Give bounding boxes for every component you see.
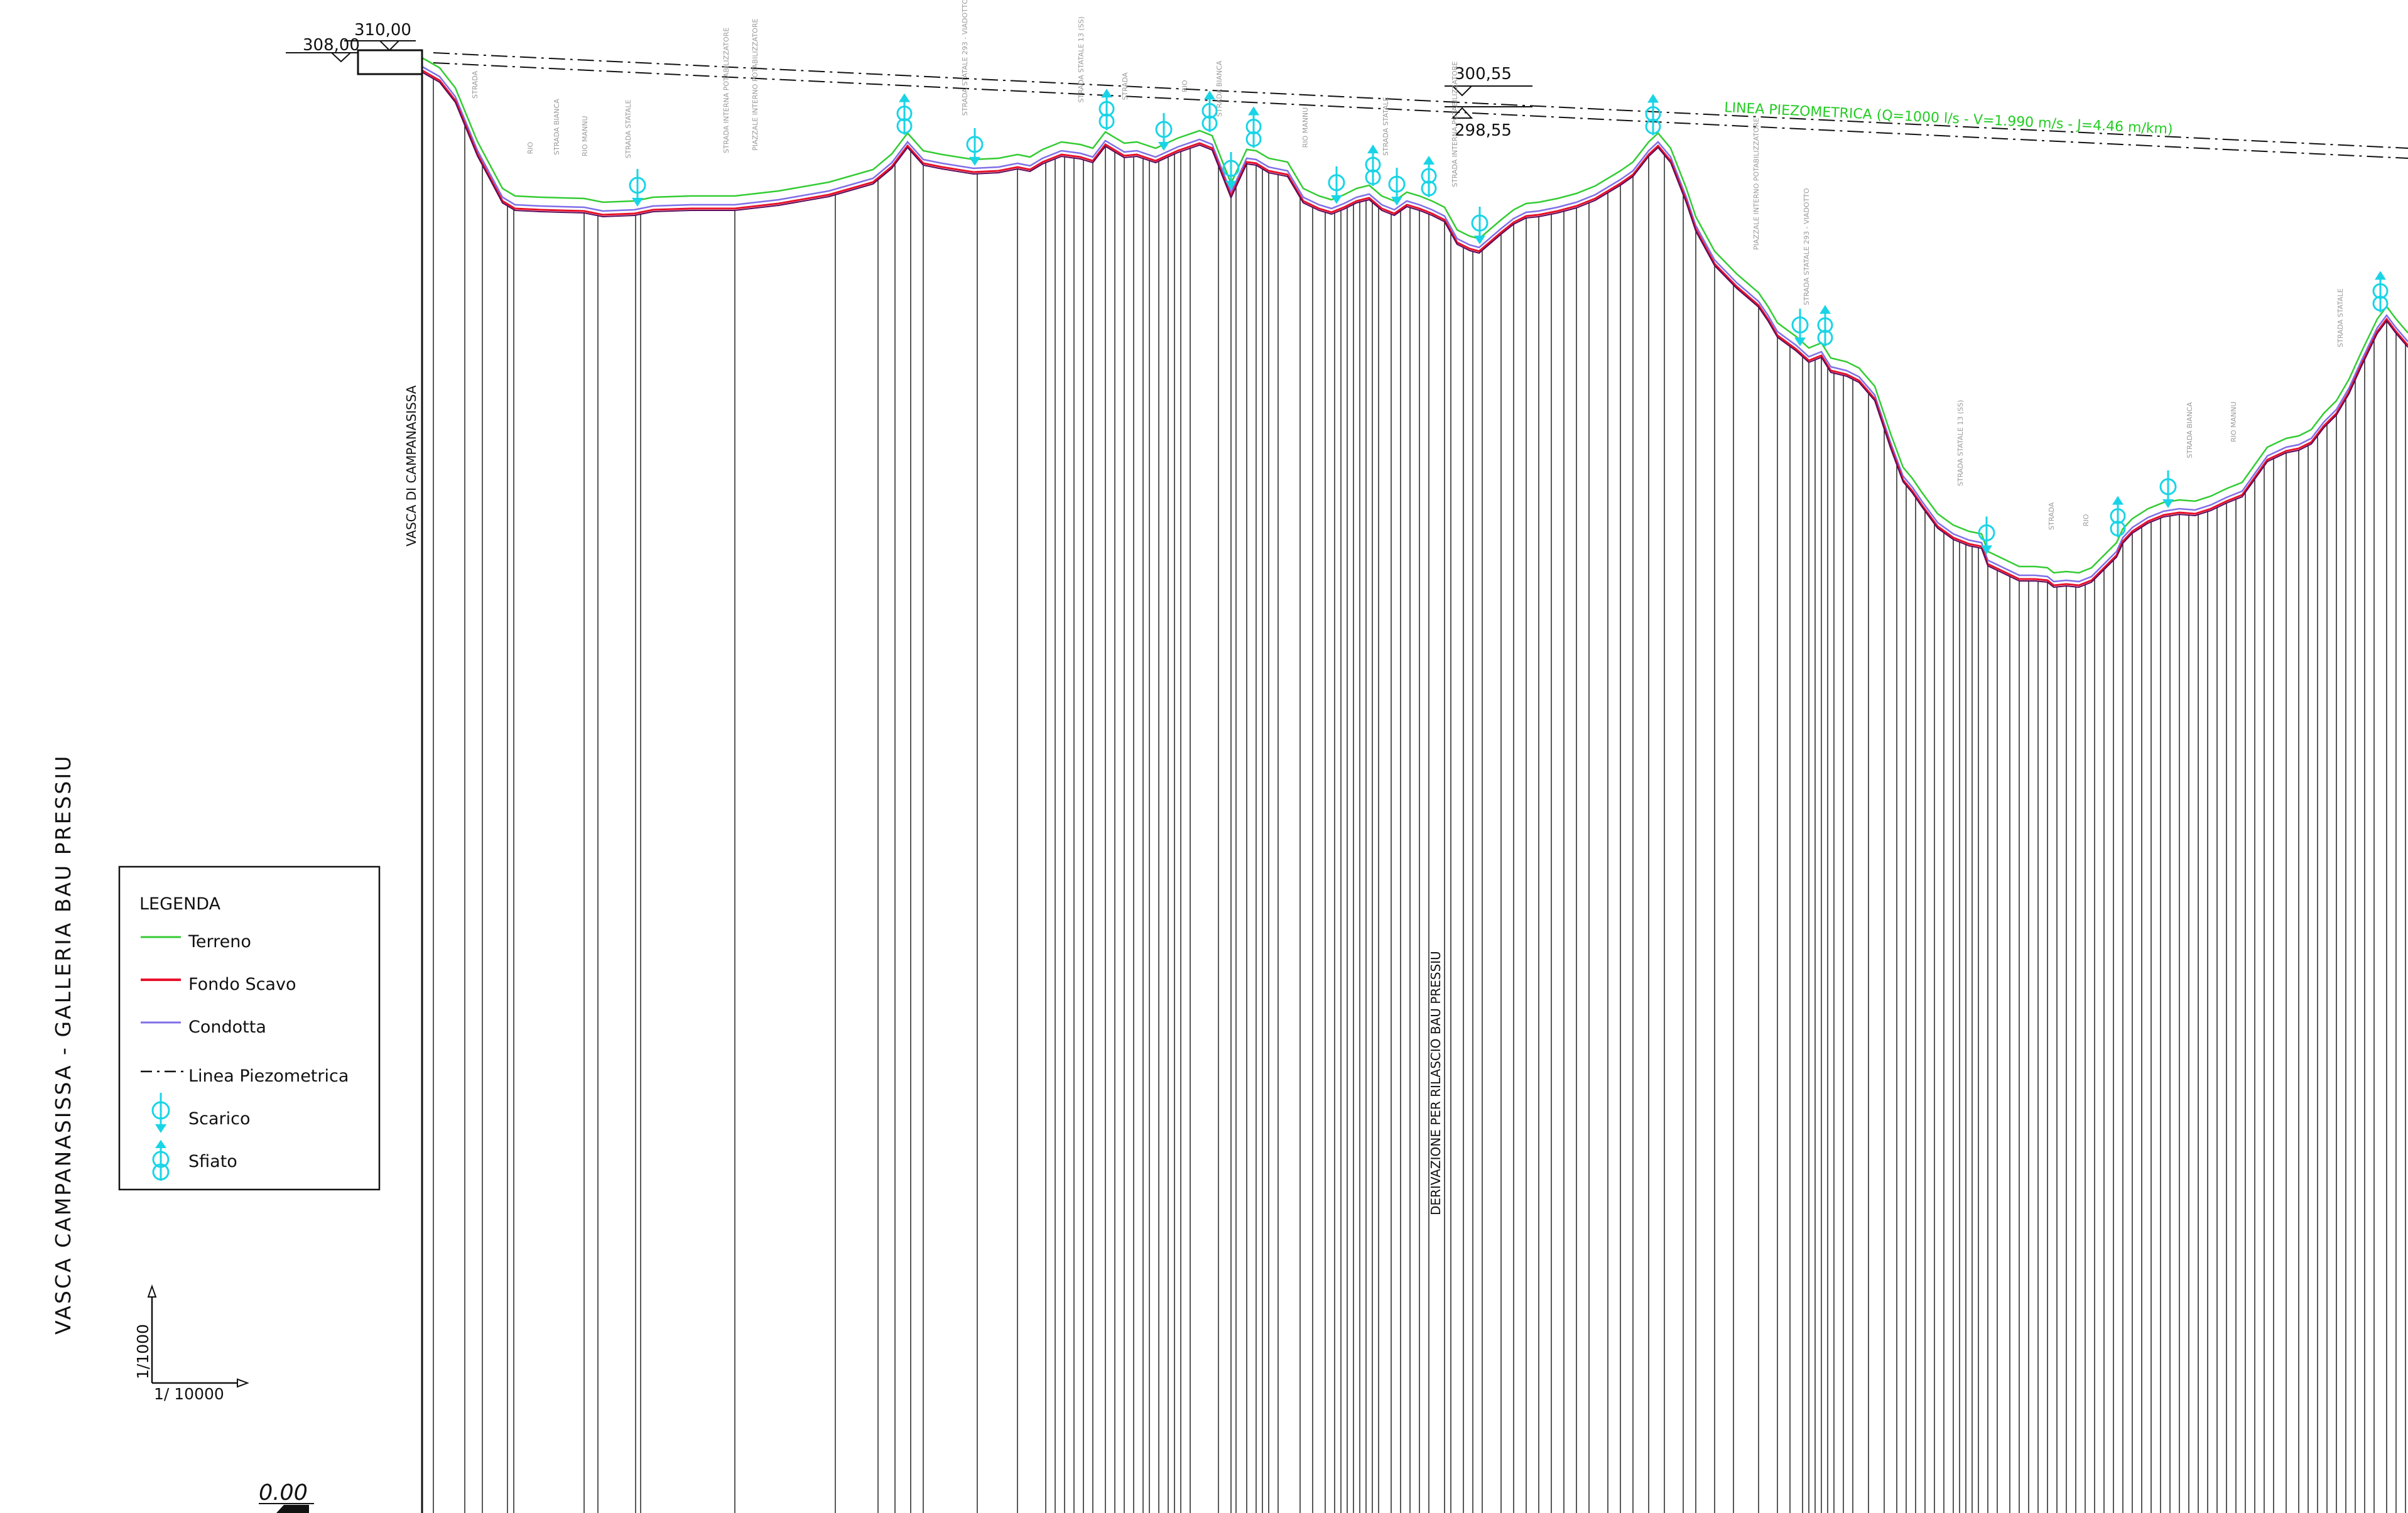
sfiato-icon [1098, 89, 1115, 131]
station-annotation: STRADA [2047, 502, 2056, 530]
scarico-icon [1791, 308, 1809, 347]
station-annotation: PIAZZALE INTERNO POTABILIZZATORE [1752, 118, 1760, 250]
sfiato-icon [152, 1140, 170, 1181]
station-annotation: STRADA INTERNA POTABILIZZATORE [722, 28, 730, 153]
scale-vertical: 1/1000 [134, 1324, 152, 1379]
station-lines [433, 78, 2406, 1513]
pipe-line [421, 65, 2408, 583]
datum-label: 0.00 [259, 1480, 308, 1505]
station-annotation: RIO MANNU [2230, 401, 2238, 442]
scarico-icon [2159, 470, 2177, 508]
excavation-line [421, 69, 2408, 587]
scale-indicator: 1/1000 1/ 10000 [134, 1284, 249, 1403]
station-annotation: STRADA STATALE 293 - VIADOTTO [961, 0, 969, 116]
station-annotation: RIO [526, 142, 534, 155]
legend-item-sfiato: Sfiato [188, 1152, 237, 1171]
sfiato-icon [1645, 94, 1661, 136]
scale-horizontal: 1/ 10000 [154, 1385, 224, 1403]
station-annotation: PIAZZALE INTERNO POTABILIZZATORE [751, 19, 759, 151]
sfiato-icon [896, 93, 913, 135]
station-annotation: STRADA STATALE [624, 99, 632, 158]
sfiato-icon [1817, 305, 1833, 347]
piezometric-note: LINEA PIEZOMETRICA (Q=1000 l/s - V=1.990… [1724, 100, 2173, 138]
station-annotation: STRADA STATALE 13 (SS) [1077, 16, 1085, 102]
start-tank: 310,00 308,00 [286, 21, 423, 75]
legend-item-excavation: Fondo Scavo [188, 975, 296, 994]
scarico-icon [1222, 152, 1240, 190]
legend-item-terrain: Terreno [188, 932, 251, 952]
start-elev-lower: 308,00 [303, 36, 360, 55]
sfiato-icon [1245, 106, 1262, 148]
station-annotation: RIO MANNU [1301, 107, 1310, 148]
sfiato-icon [1201, 90, 1218, 133]
piezometric-line-lower [433, 62, 2408, 159]
station-annotation: RIO MANNU [581, 116, 589, 156]
scarico-icon [1155, 113, 1173, 151]
mid-elev-lower: 298,55 [1455, 121, 1512, 140]
scarico-icon [1978, 516, 1995, 555]
station-annotation: STRADA STATALE [1382, 97, 1390, 156]
scarico-icon [629, 169, 646, 207]
legend-item-scarico: Scarico [188, 1109, 251, 1129]
legend-title: LEGENDA [139, 894, 221, 914]
station-annotation: STRADA INTERNA POTABILIZZATORE [1451, 62, 1459, 187]
mid-elev-upper: 300,55 [1455, 65, 1512, 84]
station-annotation: RIO [2082, 514, 2090, 526]
vertical-title: VASCA CAMPANASISSA - GALLERIA BAU PRESSI… [51, 754, 75, 1335]
start-tank-label: VASCA DI CAMPANASISSA [404, 385, 419, 546]
legend-box [118, 865, 381, 1191]
station-annotations: STRADA RIO STRADA BIANCA RIO MANNU STRADA ST… [471, 0, 2345, 530]
mid-elevation-marker: 300,55 298,55 [1445, 65, 1532, 140]
sfiato-icon [2110, 496, 2126, 538]
station-annotation: STRADA STATALE 293 - VIADOTTO [1803, 188, 1811, 305]
scarico-icon [151, 1093, 170, 1133]
station-annotation: STRADA [1121, 72, 1129, 100]
station-annotation: STRADA BIANCA [1215, 60, 1223, 117]
derivation-label: DERIVAZIONE PER RILASCIO BAU PRESSIU [1428, 951, 1443, 1215]
sfiato-icon [1421, 156, 1437, 197]
valve-symbols [629, 89, 2389, 555]
station-annotation: RIO [1181, 80, 1189, 92]
legend-item-piezometric: Linea Piezometrica [188, 1066, 349, 1086]
scarico-icon [966, 127, 984, 166]
station-annotation: STRADA STATALE [2336, 288, 2345, 347]
station-annotation: STRADA BIANCA [553, 99, 561, 155]
sfiato-icon [1365, 144, 1381, 187]
sfiato-icon [2372, 271, 2389, 313]
station-annotation: STRADA [471, 70, 479, 99]
scarico-icon [1328, 166, 1345, 204]
datum-marker: 0.00 [259, 1480, 314, 1513]
station-annotation: STRADA STATALE 13 (SS) [1956, 400, 1965, 486]
terrain-line [421, 57, 2408, 574]
legend: LEGENDA Terreno Fondo Scavo Condotta Lin… [118, 865, 381, 1191]
excavation-line-dark [421, 72, 2408, 588]
piezometric-line-upper [433, 52, 2408, 149]
start-elev-upper: 310,00 [354, 21, 411, 40]
scarico-icon [1388, 168, 1406, 206]
legend-item-pipe: Condotta [188, 1017, 266, 1037]
station-annotation: STRADA BIANCA [2186, 402, 2194, 458]
scarico-icon [1471, 207, 1489, 245]
